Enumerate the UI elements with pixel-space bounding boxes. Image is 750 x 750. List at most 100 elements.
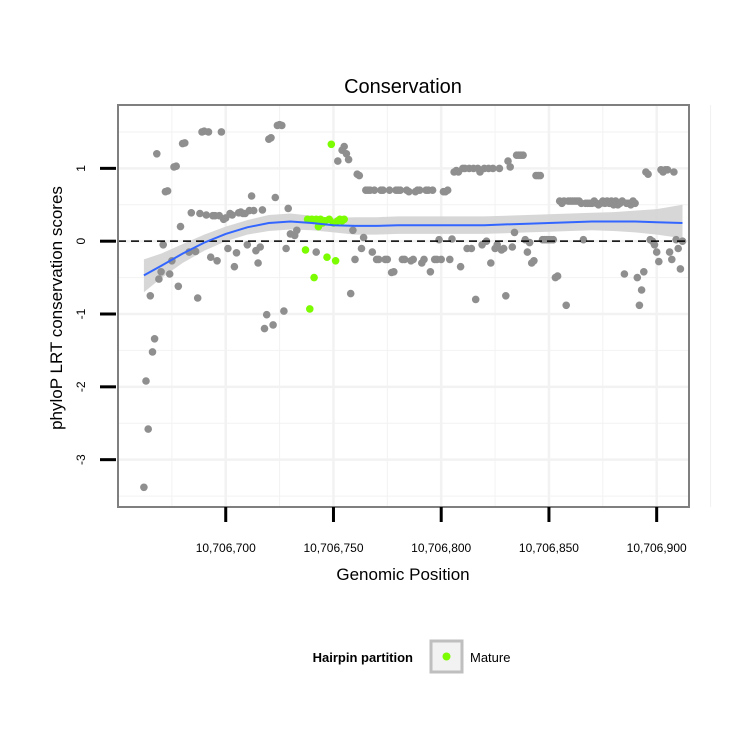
data-point — [426, 268, 435, 276]
data-point — [400, 255, 409, 264]
data-point — [665, 248, 674, 256]
data-point — [355, 171, 364, 180]
data-point — [243, 241, 252, 249]
mature-point — [331, 257, 340, 265]
data-point — [368, 248, 377, 256]
data-point — [232, 249, 241, 257]
data-point — [202, 211, 211, 219]
data-point — [523, 248, 532, 256]
data-point — [672, 235, 680, 244]
data-point — [579, 235, 588, 244]
data-point — [312, 248, 321, 256]
panel-border — [117, 104, 690, 508]
data-point — [157, 268, 165, 276]
data-point — [668, 255, 676, 264]
data-point — [640, 268, 648, 276]
data-point — [652, 248, 661, 256]
data-point — [217, 128, 226, 136]
x-tick-label: 10,706,700 — [196, 541, 256, 555]
confidence-band — [143, 204, 683, 293]
data-point — [499, 244, 508, 253]
data-point — [155, 275, 163, 283]
data-point — [176, 222, 185, 231]
data-point — [150, 335, 159, 343]
data-point — [213, 257, 221, 265]
data-point — [489, 164, 497, 173]
data-point — [271, 193, 280, 202]
y-tick-label: -2 — [74, 381, 88, 392]
data-point — [435, 235, 443, 244]
data-point — [349, 226, 357, 235]
data-point — [163, 187, 172, 195]
data-point — [247, 192, 256, 200]
data-point — [390, 268, 398, 276]
data-point — [181, 139, 189, 147]
y-tick-label: -1 — [74, 308, 88, 319]
data-point — [144, 425, 152, 433]
panel-background — [118, 105, 689, 507]
data-point — [379, 186, 387, 194]
y-axis: -3 -2 -1 0 1 — [74, 165, 116, 465]
data-point — [193, 294, 202, 302]
data-point — [256, 243, 265, 251]
data-point — [146, 292, 155, 300]
x-tick-label: 10,706,850 — [519, 541, 579, 555]
mature-point — [327, 140, 336, 149]
data-point — [637, 286, 646, 294]
data-point — [172, 162, 180, 170]
data-point — [670, 168, 678, 176]
data-point — [269, 321, 277, 329]
data-point — [260, 324, 269, 333]
data-point — [346, 289, 355, 298]
data-point — [506, 163, 514, 171]
data-point — [262, 310, 271, 319]
data-point — [357, 244, 366, 253]
data-point — [644, 170, 652, 178]
data-point — [153, 150, 161, 158]
data-point — [553, 272, 562, 280]
data-point — [655, 257, 663, 266]
y-tick-label: 0 — [74, 238, 88, 245]
data-point — [504, 157, 512, 165]
legend-title: Hairpin partition — [313, 650, 413, 665]
data-point — [282, 244, 290, 253]
data-point — [228, 211, 236, 219]
data-point — [650, 241, 659, 249]
x-axis: 10,706,700 10,706,750 10,706,800 10,706,850… — [196, 507, 687, 555]
data-point — [396, 186, 405, 194]
data-point — [633, 273, 642, 282]
x-tick-label: 10,706,900 — [627, 541, 687, 555]
data-point — [631, 199, 639, 208]
data-point — [249, 206, 258, 215]
data-point — [224, 244, 232, 253]
data-point — [351, 255, 359, 264]
data-point — [258, 206, 267, 214]
smooth-trend-line — [143, 220, 683, 277]
legend: Hairpin partition Mature — [313, 639, 510, 674]
data-point — [148, 348, 157, 356]
data-point — [204, 128, 213, 136]
mature-point — [301, 246, 310, 254]
mature-point — [310, 273, 318, 282]
series-mature — [301, 140, 349, 313]
data-point — [443, 186, 452, 194]
data-point — [437, 255, 446, 264]
data-point — [562, 301, 570, 310]
data-point — [519, 151, 527, 159]
data-point — [493, 241, 502, 249]
data-point — [415, 186, 424, 194]
y-axis-title: phyloP LRT conservation scores — [47, 186, 66, 430]
data-point — [254, 259, 262, 267]
data-point — [359, 233, 368, 242]
data-point — [174, 282, 183, 291]
data-point — [549, 235, 558, 244]
data-point — [187, 209, 196, 217]
data-point — [385, 186, 394, 194]
data-point — [536, 171, 545, 180]
data-point — [456, 262, 465, 271]
x-axis-title: Genomic Position — [336, 565, 469, 584]
legend-mature-dot — [442, 652, 451, 661]
data-point — [530, 257, 538, 265]
data-point — [374, 255, 383, 264]
data-point — [467, 244, 476, 253]
